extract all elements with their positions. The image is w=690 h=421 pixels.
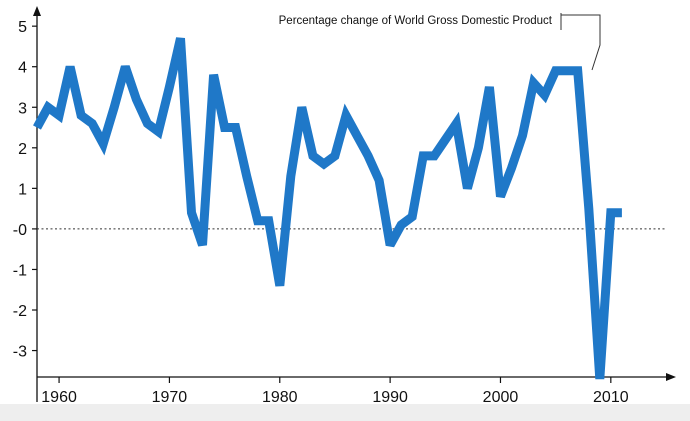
data-point — [121, 63, 129, 71]
data-point — [298, 103, 306, 111]
data-point — [574, 67, 582, 75]
y-tick-label: 1 — [18, 181, 27, 198]
y-tick-label: -0 — [13, 222, 27, 239]
data-point — [563, 67, 571, 75]
y-tick-label: 2 — [18, 141, 27, 158]
data-point — [331, 152, 339, 160]
data-point — [110, 103, 118, 111]
data-point — [44, 103, 52, 111]
x-axis-arrowhead — [666, 373, 676, 381]
data-point — [99, 140, 107, 148]
data-point — [210, 71, 218, 79]
data-point — [254, 217, 262, 225]
y-tick-label: 5 — [18, 19, 27, 36]
data-point — [541, 91, 549, 99]
data-point — [177, 34, 185, 42]
data-point — [508, 164, 516, 172]
data-point — [552, 67, 560, 75]
data-point — [618, 209, 626, 217]
x-tick-label: 2000 — [483, 389, 519, 406]
data-point — [88, 120, 96, 128]
data-point — [165, 83, 173, 91]
data-point — [232, 124, 240, 132]
data-point — [519, 132, 527, 140]
x-tick-label: 1980 — [262, 389, 298, 406]
data-point — [188, 209, 196, 217]
series-line-gdp-change — [33, 37, 622, 380]
annotation-bracket — [560, 13, 601, 71]
data-point — [243, 172, 251, 180]
data-point — [265, 217, 273, 225]
data-point — [221, 124, 229, 132]
data-point — [485, 83, 493, 91]
data-point — [596, 375, 604, 383]
data-point — [353, 132, 361, 140]
data-point — [375, 176, 383, 184]
data-point — [33, 124, 41, 132]
x-tick-label: 1960 — [41, 389, 77, 406]
data-point — [77, 111, 85, 119]
data-point — [530, 79, 538, 87]
data-point — [463, 184, 471, 192]
data-point — [364, 152, 372, 160]
x-tick-label: 1990 — [372, 389, 408, 406]
data-point — [607, 209, 615, 217]
y-axis-arrowhead — [33, 6, 41, 16]
y-tick-label: -2 — [13, 303, 27, 320]
data-point — [55, 111, 63, 119]
data-point — [66, 63, 74, 71]
data-point — [276, 282, 284, 290]
axes — [33, 6, 676, 402]
data-point — [452, 120, 460, 128]
x-tick-label: 2010 — [593, 389, 629, 406]
y-tick-label: 4 — [18, 60, 27, 77]
x-ticks: 1960 1970 1980 1990 2000 2010 — [41, 377, 629, 406]
data-point — [309, 152, 317, 160]
data-point — [441, 136, 449, 144]
annotation-callout: Percentage change of World Gross Domesti… — [279, 13, 601, 71]
y-tick-label: -3 — [13, 344, 27, 361]
data-point — [342, 111, 350, 119]
x-tick-label: 1970 — [152, 389, 188, 406]
data-point — [397, 221, 405, 229]
data-point — [154, 128, 162, 136]
data-point — [408, 213, 416, 221]
data-point — [199, 241, 207, 249]
data-point — [585, 205, 593, 213]
data-point — [419, 152, 427, 160]
data-point — [430, 152, 438, 160]
data-point — [497, 193, 505, 201]
y-tick-label: -1 — [13, 262, 27, 279]
data-point — [320, 160, 328, 168]
data-point — [386, 241, 394, 249]
data-point — [143, 120, 151, 128]
data-point — [474, 144, 482, 152]
bottom-band — [0, 404, 690, 421]
y-ticks: 5 4 3 2 1 -0 -1 -2 -3 — [13, 19, 37, 361]
data-point — [132, 95, 140, 103]
annotation-text: Percentage change of World Gross Domesti… — [279, 15, 553, 27]
y-tick-label: 3 — [18, 100, 27, 117]
data-point — [287, 172, 295, 180]
